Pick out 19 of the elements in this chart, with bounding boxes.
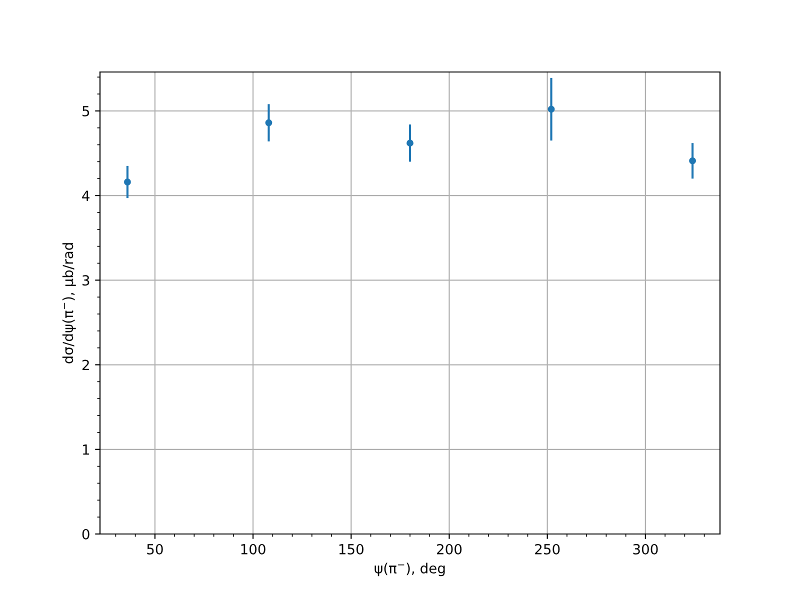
x-tick-label: 200 xyxy=(437,544,462,554)
y-tick-label: 2 xyxy=(82,360,89,370)
point xyxy=(406,140,414,147)
x-tick-label: 300 xyxy=(633,544,658,554)
y-tick-label: 5 xyxy=(82,106,90,116)
point xyxy=(265,119,272,126)
y-tick-label: 3 xyxy=(82,275,90,286)
point xyxy=(124,178,131,186)
x-tick-label: 100 xyxy=(241,544,266,554)
y-tick-label: 1 xyxy=(82,444,89,455)
y-tick-label: 0 xyxy=(82,528,90,540)
y-axis-title: dσ/dψ(π$^{−}$), μb/rad xyxy=(62,243,76,364)
x-tick-label: 150 xyxy=(339,544,364,554)
x-tick-label: 50 xyxy=(147,544,163,554)
x-axis-title: ψ(π$^{−}$), deg xyxy=(374,562,445,576)
point xyxy=(689,157,696,164)
point xyxy=(548,106,555,113)
y-tick-label: 4 xyxy=(82,190,90,201)
x-tick-label: 250 xyxy=(535,544,560,554)
